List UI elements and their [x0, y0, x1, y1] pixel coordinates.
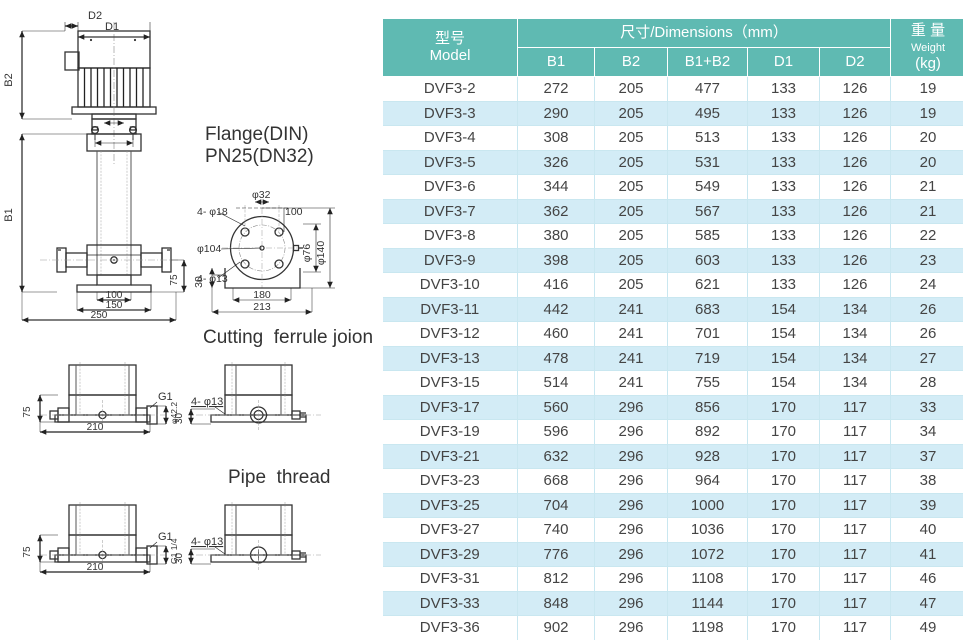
- svg-text:φ76: φ76: [301, 244, 313, 263]
- svg-text:φ104: φ104: [197, 243, 221, 255]
- svg-text:250: 250: [91, 310, 108, 321]
- svg-text:4- φ13: 4- φ13: [191, 536, 223, 548]
- svg-text:30: 30: [174, 412, 185, 424]
- svg-text:Pipe thread: Pipe thread: [228, 467, 330, 488]
- svg-text:D1: D1: [105, 21, 119, 33]
- svg-text:4- φ13: 4- φ13: [191, 396, 223, 408]
- svg-text:φ140: φ140: [315, 241, 327, 265]
- svg-text:Cutting ferrule joion: Cutting ferrule joion: [203, 327, 373, 348]
- svg-text:210: 210: [87, 562, 104, 573]
- svg-text:75: 75: [22, 546, 33, 558]
- svg-text:180: 180: [253, 289, 271, 301]
- svg-text:4- φ18: 4- φ18: [197, 206, 228, 218]
- svg-text:Flange(DIN): Flange(DIN): [205, 124, 308, 145]
- svg-text:PN25(DN32): PN25(DN32): [205, 146, 314, 167]
- svg-text:B1: B1: [3, 208, 15, 221]
- svg-text:B2: B2: [3, 73, 15, 86]
- svg-text:φ32: φ32: [252, 189, 271, 201]
- svg-text:75: 75: [169, 274, 180, 286]
- svg-text:150: 150: [106, 300, 123, 311]
- svg-text:G1: G1: [158, 391, 173, 403]
- svg-text:D2: D2: [88, 10, 102, 22]
- svg-text:75: 75: [22, 406, 33, 418]
- svg-text:30: 30: [193, 276, 205, 288]
- svg-text:213: 213: [253, 301, 271, 313]
- svg-text:210: 210: [87, 422, 104, 433]
- svg-text:30: 30: [174, 552, 185, 564]
